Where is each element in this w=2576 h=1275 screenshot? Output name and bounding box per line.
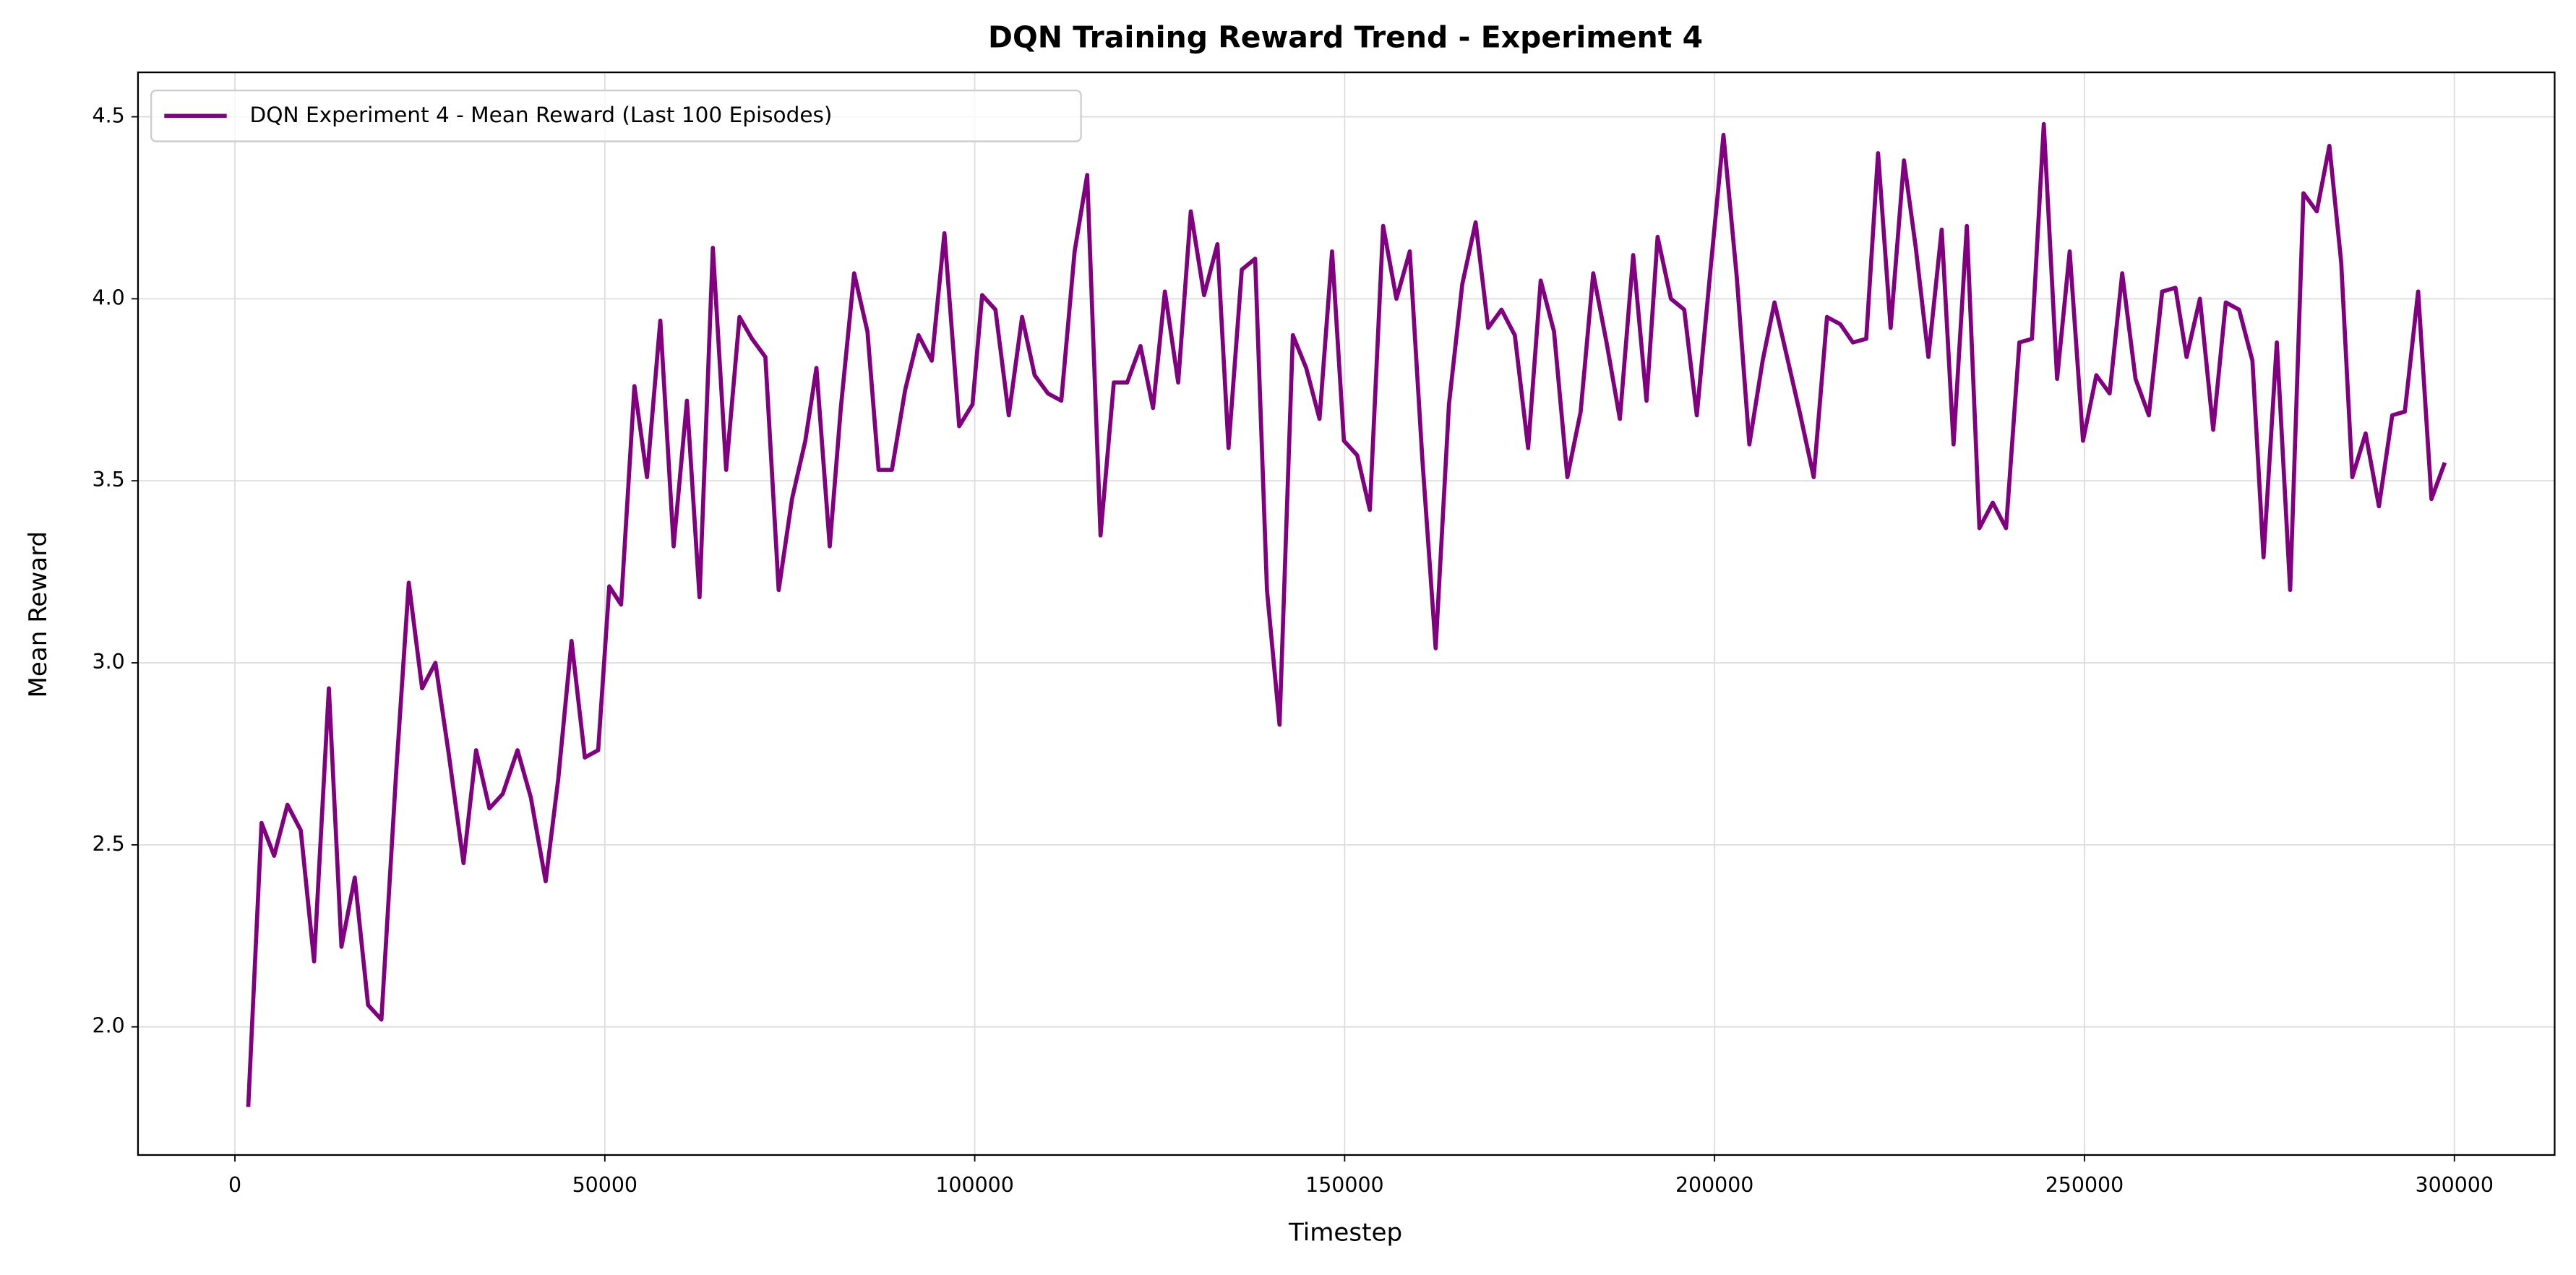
legend-label: DQN Experiment 4 - Mean Reward (Last 100…: [249, 103, 832, 127]
y-tick-label: 3.0: [93, 650, 125, 674]
data-line: [246, 121, 2447, 1107]
x-tick-label: 150000: [1305, 1173, 1383, 1197]
x-tick-label: 300000: [2416, 1173, 2494, 1197]
x-axis-label: Timestep: [1288, 1219, 1402, 1248]
plot-frame: [137, 71, 2556, 1156]
y-tick-label: 2.0: [93, 1014, 125, 1038]
x-tick-label: 250000: [2045, 1173, 2124, 1197]
y-tick-label: 4.0: [93, 286, 125, 309]
x-tick-label: 0: [228, 1173, 241, 1197]
y-tick-label: 4.5: [93, 104, 125, 128]
y-axis-label: Mean Reward: [24, 531, 53, 698]
legend-box: [150, 89, 1082, 142]
y-tick-label: 3.5: [93, 468, 125, 491]
x-tick-label: 100000: [935, 1173, 1013, 1197]
x-tick-label: 200000: [1675, 1173, 1753, 1197]
x-tick-label: 50000: [572, 1173, 637, 1197]
y-tick-label: 2.5: [93, 832, 125, 856]
chart-title: DQN Training Reward Trend - Experiment 4: [988, 20, 1703, 55]
legend: DQN Experiment 4 - Mean Reward (Last 100…: [150, 89, 1082, 142]
